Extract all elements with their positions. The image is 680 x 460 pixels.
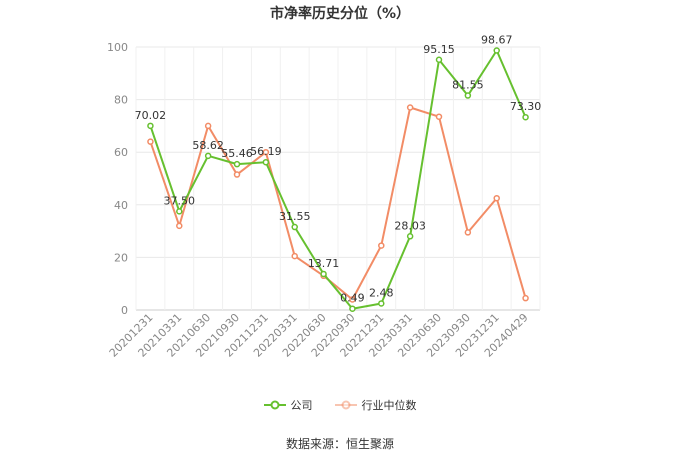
data-point-company <box>464 92 472 99</box>
data-point-company <box>176 208 183 215</box>
data-label-company: 28.03 <box>394 219 426 232</box>
data-point-industry-median <box>233 171 241 178</box>
data-label-company: 58.62 <box>192 139 224 152</box>
source-note: 数据来源：恒生聚源 <box>285 437 394 451</box>
series-line-industry-median <box>149 106 527 301</box>
data-point-company <box>204 152 212 160</box>
chart-title: 市净率历史分位（%） <box>269 6 411 22</box>
data-point-industry-median <box>522 294 529 302</box>
data-label-company: 37.50 <box>164 194 196 207</box>
data-point-industry-median <box>349 296 356 303</box>
legend-swatch-industry-median-icon <box>334 400 357 410</box>
series-lines <box>147 47 529 312</box>
data-label-company: 56.19 <box>250 145 282 158</box>
data-point-company <box>291 223 298 231</box>
legend-item-company[interactable]: 公司 <box>263 397 313 413</box>
legend-swatch-company-icon <box>263 400 286 410</box>
data-point-company <box>233 160 241 168</box>
data-point-industry-median <box>147 138 154 145</box>
y-tick-label: 80 <box>114 94 128 107</box>
data-label-company: 73.30 <box>510 100 542 113</box>
data-point-industry-median <box>262 148 270 156</box>
data-point-company <box>493 47 500 54</box>
data-point-company <box>349 305 356 312</box>
x-axis-ticks: 2020123120210331202106302021093020211231… <box>107 311 531 360</box>
y-tick-label: 20 <box>114 251 128 264</box>
data-point-company <box>378 300 385 307</box>
y-tick-label: 0 <box>121 304 128 317</box>
data-point-company <box>147 122 154 130</box>
y-tick-label: 100 <box>107 41 128 54</box>
legend-label-industry-median: 行业中位数 <box>361 399 417 412</box>
data-label-company: 95.15 <box>423 43 455 56</box>
data-point-company <box>262 158 270 166</box>
y-tick-label: 40 <box>114 199 128 212</box>
data-label-company: 98.67 <box>481 33 513 46</box>
data-label-company: 2.48 <box>369 286 394 299</box>
data-point-industry-median <box>435 113 443 120</box>
data-point-company <box>435 56 443 64</box>
legend-label-company: 公司 <box>290 399 313 412</box>
data-point-industry-median <box>378 242 385 249</box>
data-point-company <box>522 113 529 121</box>
data-point-industry-median <box>204 122 212 130</box>
data-label-company: 0.49 <box>340 292 365 305</box>
data-label-company: 81.55 <box>452 79 484 92</box>
data-label-company: 70.02 <box>135 109 167 122</box>
legend-item-industry-median[interactable]: 行业中位数 <box>334 397 417 413</box>
data-point-industry-median <box>406 104 414 111</box>
data-label-company: 55.46 <box>221 147 253 160</box>
series-line-company <box>149 49 527 310</box>
data-label-company: 31.55 <box>279 210 311 223</box>
data-point-industry-median <box>464 229 472 236</box>
y-tick-label: 60 <box>114 146 128 159</box>
data-point-company <box>406 233 414 240</box>
legend: 公司 行业中位数 <box>0 397 680 413</box>
data-point-industry-median <box>493 194 500 202</box>
data-point-industry-median <box>176 222 183 230</box>
data-point-company <box>320 270 327 278</box>
data-point-industry-median <box>291 252 298 260</box>
data-label-company: 13.71 <box>308 257 340 270</box>
y-axis-ticks: 0 20 40 60 80 100 <box>107 41 128 317</box>
